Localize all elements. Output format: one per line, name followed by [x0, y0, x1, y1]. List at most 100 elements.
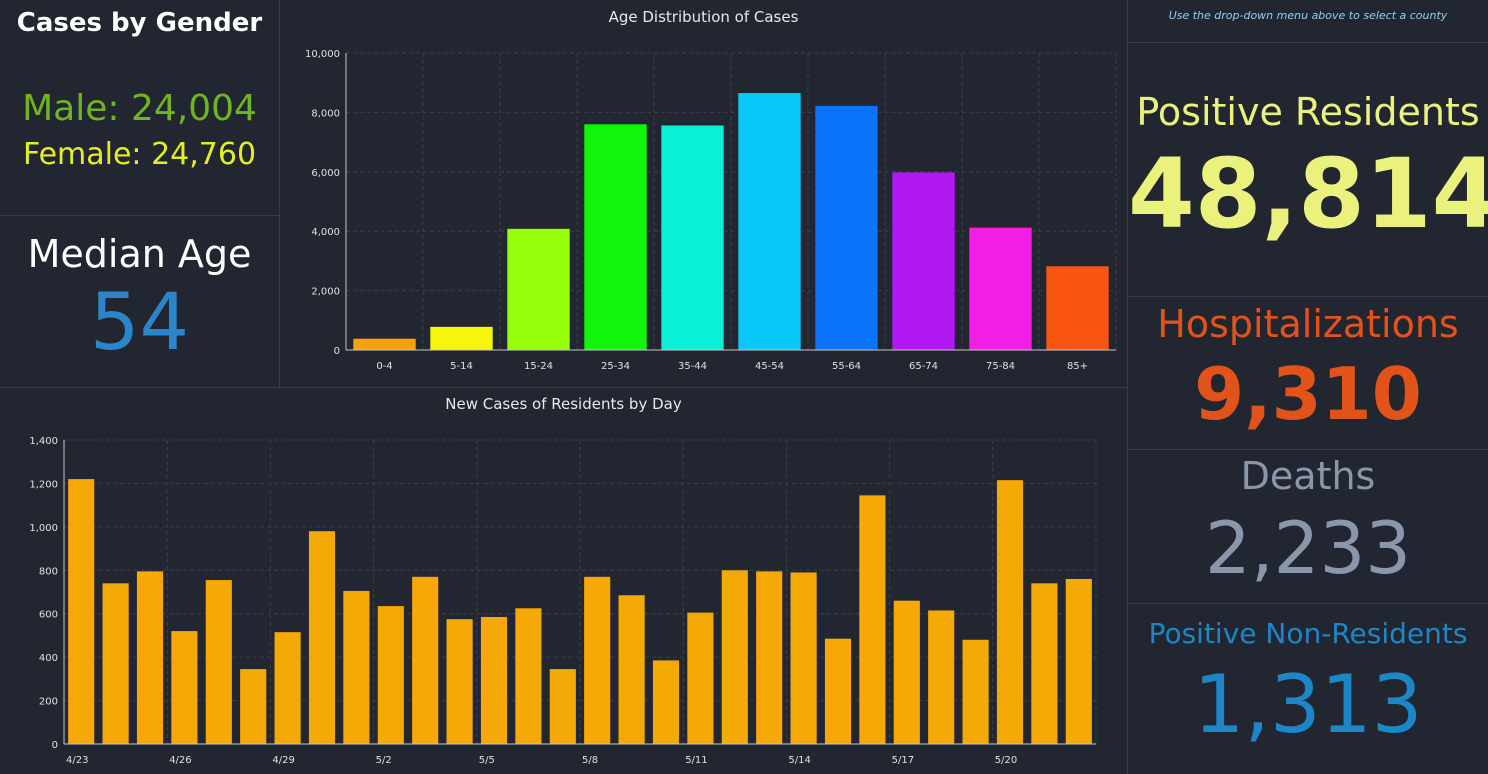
deaths-value: 2,233 — [1204, 506, 1412, 590]
bar-5/10 — [652, 660, 680, 744]
bar-85+ — [1046, 266, 1109, 350]
hospitalizations-value: 9,310 — [1194, 352, 1422, 436]
x-tick-label: 5/14 — [788, 755, 810, 766]
x-tick-label: 5/11 — [685, 755, 707, 766]
bar-4/30 — [308, 531, 336, 744]
hospitalizations-label: Hospitalizations — [1157, 302, 1459, 346]
divider-right-h1 — [1128, 296, 1488, 297]
bar-65-74 — [892, 172, 955, 350]
right-panel: Use the drop-down menu above to select a… — [1128, 0, 1488, 774]
bar-4/24 — [102, 583, 129, 744]
divider-left-v — [279, 0, 280, 387]
y-tick-label: 800 — [39, 566, 58, 577]
y-tick-label: 0 — [334, 346, 340, 357]
y-tick-label: 6,000 — [311, 168, 340, 179]
x-tick-label: 5/2 — [376, 755, 392, 766]
x-tick-label: 25-34 — [601, 361, 630, 372]
bar-5/20 — [996, 480, 1024, 744]
x-tick-label: 4/23 — [66, 755, 88, 766]
bar-5/18 — [928, 610, 955, 744]
x-tick-label: 55-64 — [832, 361, 861, 372]
divider-mid-h — [0, 387, 1127, 388]
divider-right-h3 — [1128, 603, 1488, 604]
x-tick-label: 75-84 — [986, 361, 1015, 372]
bar-5/4 — [446, 619, 473, 744]
bar-5/12 — [721, 570, 748, 744]
bar-5/9 — [618, 595, 645, 744]
bar-4/25 — [136, 571, 164, 744]
y-tick-label: 200 — [39, 697, 58, 708]
bar-15-24 — [507, 228, 570, 350]
median-age-label: Median Age — [27, 232, 252, 276]
bar-5/17 — [893, 600, 920, 744]
x-tick-label: 5-14 — [450, 361, 473, 372]
bar-4/26 — [171, 631, 198, 744]
x-tick-label: 5/8 — [582, 755, 598, 766]
bar-5/15 — [824, 638, 852, 744]
divider-right-v — [1127, 0, 1128, 774]
x-tick-label: 5/17 — [892, 755, 914, 766]
bar-5/1 — [343, 590, 370, 744]
divider-right-h0 — [1128, 42, 1488, 43]
divider-left-h1 — [0, 215, 279, 216]
y-tick-label: 600 — [39, 610, 58, 621]
y-tick-label: 1,400 — [29, 436, 58, 447]
bar-35-44 — [661, 125, 724, 350]
bar-5/6 — [515, 608, 542, 744]
median-age-panel: Median Age 54 — [0, 216, 279, 386]
bar-5/11 — [687, 612, 714, 744]
bar-75-84 — [969, 227, 1032, 350]
divider-right-h2 — [1128, 449, 1488, 450]
bar-5-14 — [430, 326, 493, 350]
x-tick-label: 4/26 — [169, 755, 191, 766]
x-tick-label: 5/5 — [479, 755, 495, 766]
daily-chart-panel: New Cases of Residents by Day 0 200 400 600… — [0, 388, 1127, 774]
y-tick-label: 1,200 — [29, 479, 58, 490]
y-tick-label: 10,000 — [305, 49, 340, 60]
y-tick-label: 4,000 — [311, 227, 340, 238]
bar-5/5 — [480, 616, 508, 744]
y-tick-label: 8,000 — [311, 108, 340, 119]
age-chart-panel: Age Distribution of Cases 0 2,000 4,000 6,0… — [280, 0, 1127, 387]
non-residents-value: 1,313 — [1193, 658, 1423, 751]
median-age-value: 54 — [89, 278, 190, 368]
bar-4/23 — [68, 479, 95, 744]
gender-panel: Cases by Gender Male: 24,004 Female: 24,… — [0, 0, 279, 215]
bar-5/8 — [584, 576, 611, 744]
y-tick-label: 2,000 — [311, 287, 340, 298]
bar-5/7 — [549, 669, 576, 744]
x-tick-label: 15-24 — [524, 361, 553, 372]
bar-4/29 — [274, 632, 301, 744]
bar-0-4 — [353, 338, 416, 350]
x-tick-label: 85+ — [1067, 361, 1088, 372]
x-tick-label: 35-44 — [678, 361, 707, 372]
male-count: Male: 24,004 — [22, 88, 257, 129]
bar-5/22 — [1065, 578, 1092, 744]
x-tick-label: 65-74 — [909, 361, 938, 372]
age-chart-title: Age Distribution of Cases — [608, 8, 799, 26]
bar-5/14 — [790, 572, 817, 744]
y-tick-label: 400 — [39, 653, 58, 664]
x-tick-label: 0-4 — [376, 361, 392, 372]
non-residents-label: Positive Non-Residents — [1148, 617, 1468, 650]
deaths-label: Deaths — [1240, 454, 1376, 498]
positive-residents-label: Positive Residents — [1136, 90, 1480, 134]
bar-5/19 — [962, 639, 989, 744]
bar-5/13 — [756, 571, 783, 744]
bar-25-34 — [584, 124, 647, 350]
y-tick-label: 0 — [52, 740, 58, 751]
bar-4/28 — [240, 669, 267, 744]
x-tick-label: 5/20 — [995, 755, 1017, 766]
x-tick-label: 45-54 — [755, 361, 784, 372]
daily-cases-chart: 0 200 400 600 800 1,000 1,200 1,400 4/23 4/26 4/29… — [29, 436, 1097, 766]
female-count: Female: 24,760 — [22, 137, 257, 172]
positive-residents-value: 48,814 — [1128, 138, 1488, 250]
gender-title: Cases by Gender — [16, 8, 263, 38]
x-tick-label: 4/29 — [272, 755, 294, 766]
age-distribution-chart: 0 2,000 4,000 6,000 8,000 10,000 0-4 5-14 15-24 2… — [305, 49, 1117, 372]
daily-chart-title: New Cases of Residents by Day — [445, 395, 682, 413]
county-instruction: Use the drop-down menu above to select a… — [1168, 9, 1448, 22]
bar-5/16 — [859, 495, 886, 744]
bar-5/2 — [377, 606, 404, 744]
bar-55-64 — [815, 105, 878, 350]
